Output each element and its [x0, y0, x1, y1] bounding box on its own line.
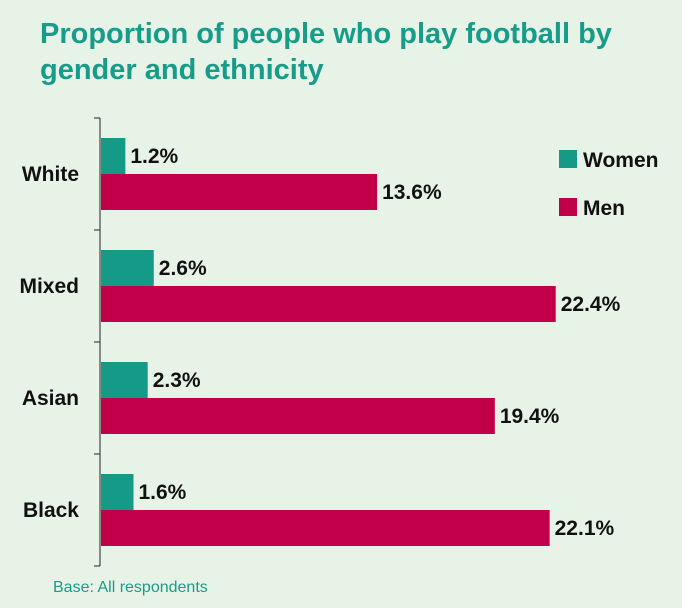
bar-women-asian [101, 362, 148, 398]
legend-label-women: Women [583, 149, 658, 172]
category-label-asian: Asian [22, 387, 79, 410]
category-label-mixed: Mixed [19, 275, 79, 298]
data-label-men-black: 22.1% [555, 517, 615, 540]
data-label-women-black: 1.6% [138, 481, 186, 504]
chart-title-line-1: Proportion of people who play football b… [40, 18, 612, 50]
bar-women-black [101, 474, 134, 510]
bar-women-mixed [101, 250, 154, 286]
footnote: Base: All respondents [53, 579, 208, 596]
category-label-black: Black [23, 499, 79, 522]
chart-title: Proportion of people who play football b… [40, 16, 660, 88]
legend-swatch-women [559, 150, 577, 168]
bar-men-white [101, 174, 378, 210]
data-label-women-mixed: 2.6% [159, 257, 207, 280]
bar-men-black [101, 510, 550, 546]
category-label-white: White [22, 163, 79, 186]
bar-men-asian [101, 398, 495, 434]
data-label-men-white: 13.6% [382, 181, 442, 204]
data-label-men-mixed: 22.4% [561, 293, 621, 316]
bar-women-white [101, 138, 126, 174]
bar-men-mixed [101, 286, 556, 322]
legend-swatch-men [559, 198, 577, 216]
data-label-women-asian: 2.3% [153, 369, 201, 392]
data-label-men-asian: 19.4% [500, 405, 560, 428]
data-label-women-white: 1.2% [130, 145, 178, 168]
chart-title-line-2: gender and ethnicity [40, 54, 324, 86]
legend-label-men: Men [583, 197, 625, 220]
